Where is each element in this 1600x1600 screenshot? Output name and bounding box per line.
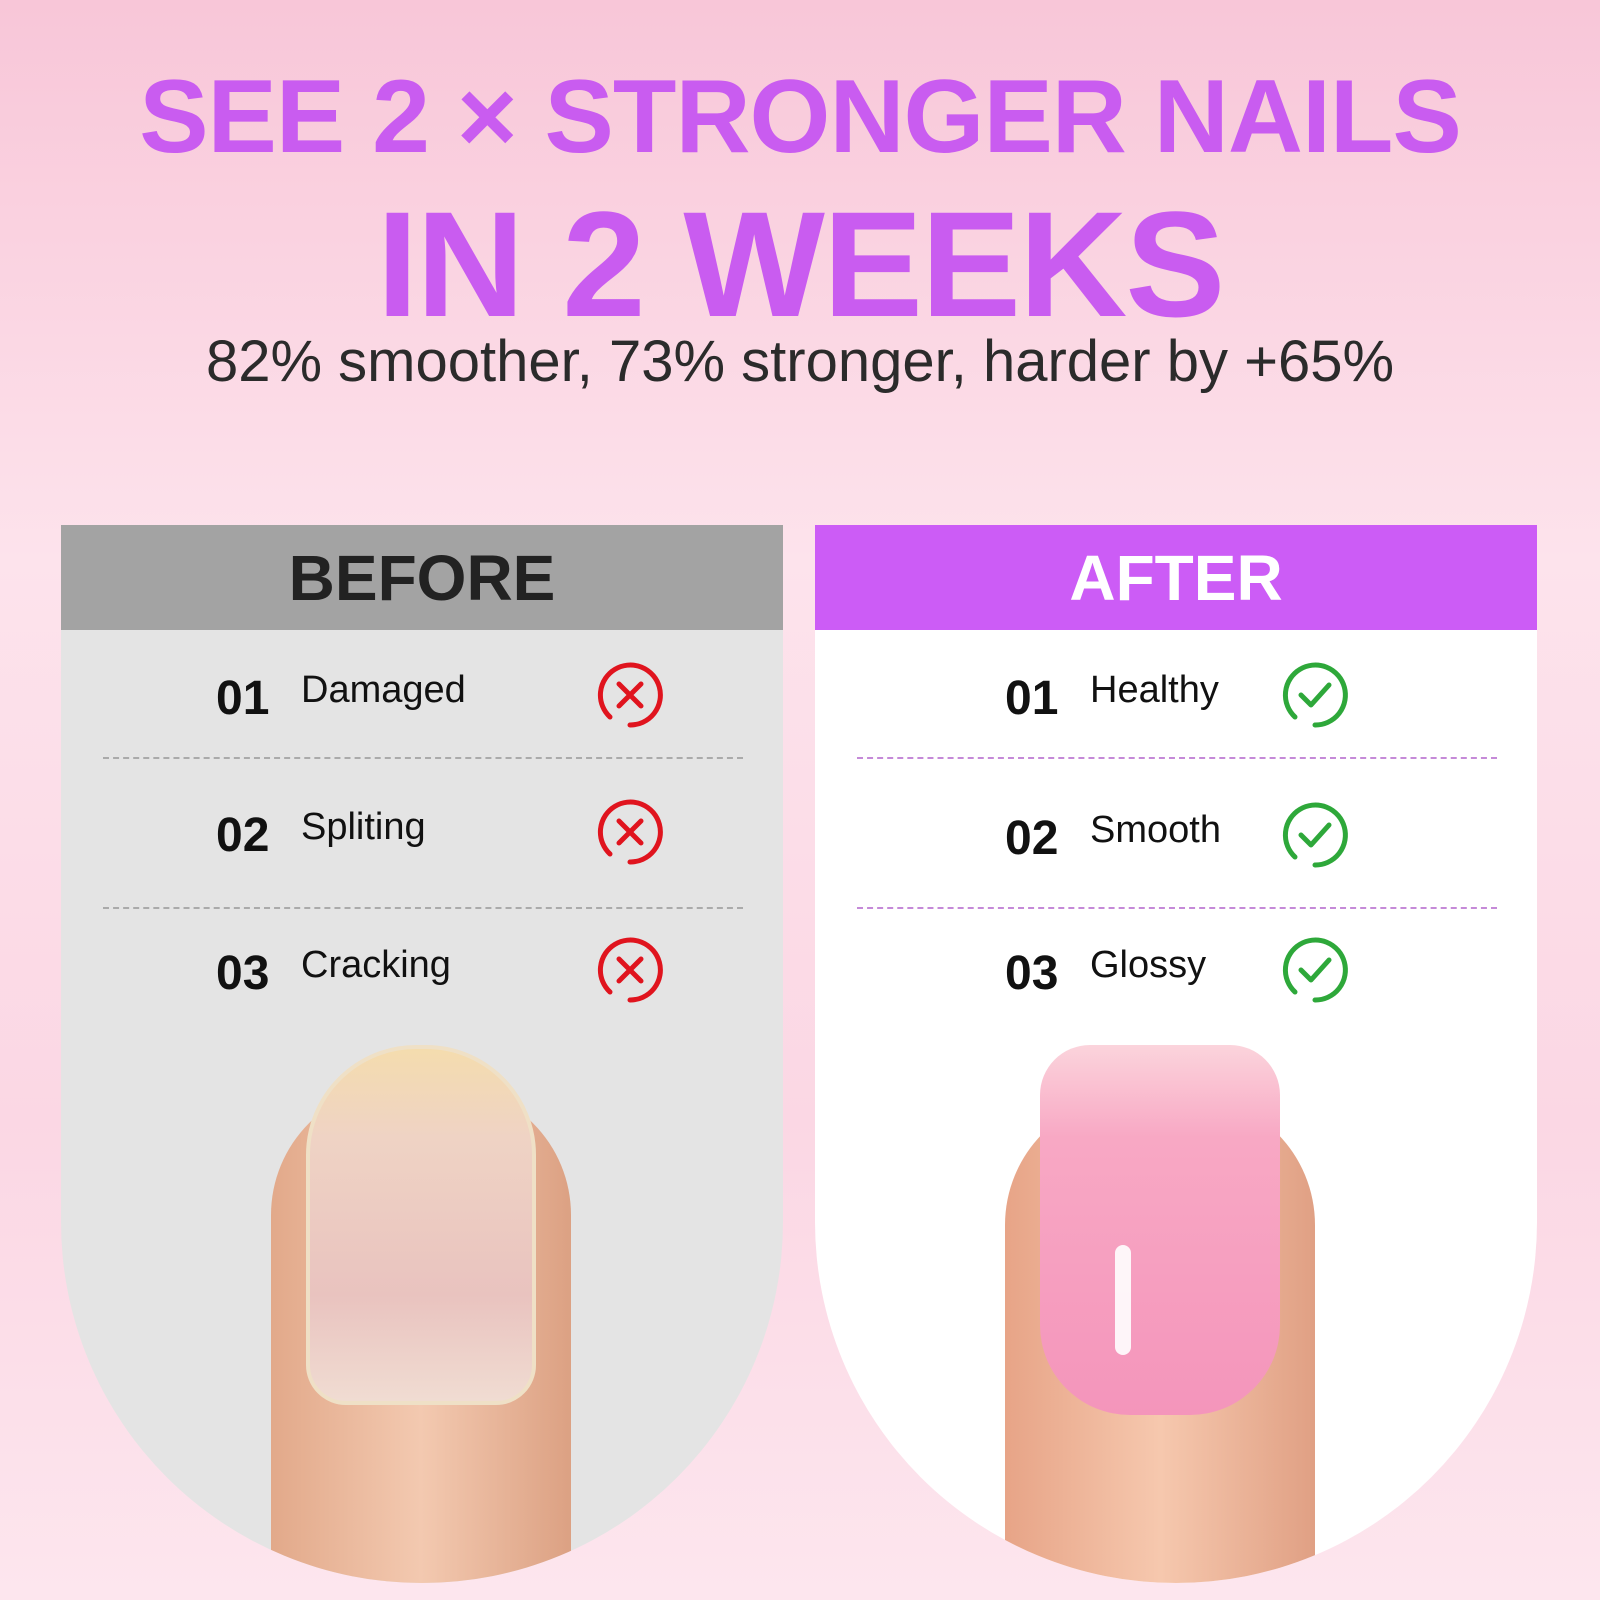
item-number: 03 — [1005, 947, 1059, 1000]
item-label: Damaged — [301, 669, 466, 711]
item-label: Healthy — [1090, 669, 1219, 711]
item-number: 01 — [216, 672, 270, 725]
after-header: AFTER — [815, 525, 1537, 630]
after-item: 02 Smooth — [815, 802, 1537, 868]
item-label: Glossy — [1090, 944, 1207, 986]
item-number: 02 — [1005, 812, 1059, 865]
divider — [857, 907, 1497, 909]
check-circle-icon — [1282, 662, 1348, 728]
item-label: Cracking — [301, 944, 451, 986]
before-panel: BEFORE 01 Damaged 02 Spliting 03 Crackin… — [61, 525, 783, 1583]
damaged-nail-image — [306, 1045, 536, 1405]
x-circle-icon — [597, 799, 663, 865]
check-circle-icon — [1282, 937, 1348, 1003]
check-circle-icon — [1282, 802, 1348, 868]
before-item: 01 Damaged — [61, 662, 783, 728]
after-item: 01 Healthy — [815, 662, 1537, 728]
x-circle-icon — [597, 662, 663, 728]
item-label: Spliting — [301, 806, 426, 848]
after-panel: AFTER 01 Healthy 02 Smooth 03 Glossy — [815, 525, 1537, 1583]
divider — [103, 757, 743, 759]
item-number: 02 — [216, 809, 270, 862]
divider — [103, 907, 743, 909]
before-item: 02 Spliting — [61, 799, 783, 865]
headline-line2: IN 2 WEEKS — [376, 180, 1226, 348]
glossy-nail-image — [1040, 1045, 1280, 1415]
nail-shine — [1115, 1245, 1131, 1355]
headline-line1: SEE 2 × STRONGER NAILS — [139, 59, 1462, 175]
before-item: 03 Cracking — [61, 937, 783, 1003]
x-circle-icon — [597, 937, 663, 1003]
subtitle: 82% smoother, 73% stronger, harder by +6… — [205, 329, 1395, 394]
item-number: 01 — [1005, 672, 1059, 725]
item-label: Smooth — [1090, 809, 1221, 851]
before-header: BEFORE — [61, 525, 783, 630]
after-item: 03 Glossy — [815, 937, 1537, 1003]
divider — [857, 757, 1497, 759]
item-number: 03 — [216, 947, 270, 1000]
